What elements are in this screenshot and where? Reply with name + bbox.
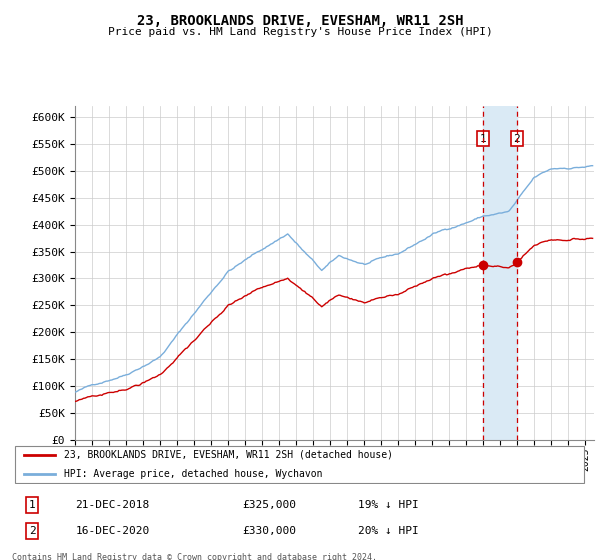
Text: HPI: Average price, detached house, Wychavon: HPI: Average price, detached house, Wych… (64, 469, 322, 478)
Text: £330,000: £330,000 (242, 526, 296, 536)
Text: 21-DEC-2018: 21-DEC-2018 (76, 500, 149, 510)
Text: 2: 2 (514, 134, 520, 144)
Text: 23, BROOKLANDS DRIVE, EVESHAM, WR11 2SH: 23, BROOKLANDS DRIVE, EVESHAM, WR11 2SH (137, 14, 463, 28)
Text: 1: 1 (479, 134, 486, 144)
Text: Contains HM Land Registry data © Crown copyright and database right 2024.
This d: Contains HM Land Registry data © Crown c… (12, 553, 377, 560)
Text: £325,000: £325,000 (242, 500, 296, 510)
Text: 16-DEC-2020: 16-DEC-2020 (76, 526, 149, 536)
Text: 23, BROOKLANDS DRIVE, EVESHAM, WR11 2SH (detached house): 23, BROOKLANDS DRIVE, EVESHAM, WR11 2SH … (64, 450, 393, 460)
Text: Price paid vs. HM Land Registry's House Price Index (HPI): Price paid vs. HM Land Registry's House … (107, 27, 493, 37)
Text: 2: 2 (29, 526, 35, 536)
Text: 20% ↓ HPI: 20% ↓ HPI (358, 526, 418, 536)
FancyBboxPatch shape (15, 446, 584, 483)
Text: 19% ↓ HPI: 19% ↓ HPI (358, 500, 418, 510)
Text: 1: 1 (29, 500, 35, 510)
Bar (483, 106, 517, 440)
